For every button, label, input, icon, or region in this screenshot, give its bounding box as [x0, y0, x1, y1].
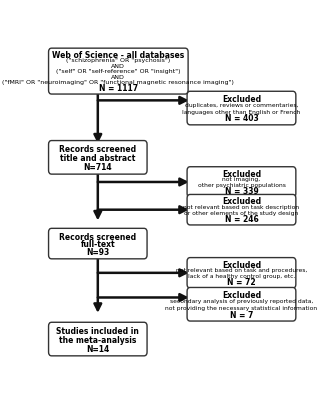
Text: AND: AND: [112, 75, 125, 80]
FancyBboxPatch shape: [187, 167, 296, 197]
FancyBboxPatch shape: [187, 288, 296, 321]
Text: N = 246: N = 246: [225, 215, 258, 224]
Text: N = 403: N = 403: [225, 114, 258, 123]
FancyBboxPatch shape: [49, 140, 147, 174]
Text: duplicates, reviews or commentaries,: duplicates, reviews or commentaries,: [185, 103, 298, 108]
Text: not relevant based on task and procedures,: not relevant based on task and procedure…: [176, 268, 307, 273]
Text: N=93: N=93: [86, 248, 110, 257]
Text: not imaging,: not imaging,: [222, 178, 260, 182]
Text: secondary analysis of previously reported data,: secondary analysis of previously reporte…: [170, 300, 313, 304]
Text: N = 339: N = 339: [225, 187, 258, 196]
FancyBboxPatch shape: [187, 91, 296, 125]
Text: title and abstract: title and abstract: [60, 154, 135, 163]
Text: not relevant based on task description: not relevant based on task description: [183, 205, 300, 210]
Text: Excluded: Excluded: [222, 291, 261, 300]
Text: Excluded: Excluded: [222, 95, 261, 104]
Text: ("self" OR "self-reference" OR "insight"): ("self" OR "self-reference" OR "insight"…: [56, 70, 181, 74]
Text: or other elements of the study design: or other elements of the study design: [184, 211, 299, 216]
Text: Excluded: Excluded: [222, 170, 261, 179]
Text: Web of Science - all databases: Web of Science - all databases: [52, 51, 184, 60]
Text: not providing the necessary statistical information: not providing the necessary statistical …: [166, 306, 317, 311]
Text: N = 7: N = 7: [230, 310, 253, 320]
Text: Excluded: Excluded: [222, 198, 261, 206]
Text: ("schizophrenia" OR "psychosis"): ("schizophrenia" OR "psychosis"): [66, 58, 170, 64]
Text: AND: AND: [112, 64, 125, 69]
Text: Records screened: Records screened: [59, 146, 136, 154]
FancyBboxPatch shape: [49, 322, 147, 356]
Text: languages other than English or French: languages other than English or French: [182, 110, 301, 115]
Text: N=714: N=714: [83, 163, 112, 172]
Text: Studies included in: Studies included in: [56, 327, 139, 336]
Text: full-text: full-text: [80, 240, 115, 249]
Text: other psychiatric populations: other psychiatric populations: [198, 183, 285, 188]
FancyBboxPatch shape: [187, 194, 296, 225]
FancyBboxPatch shape: [49, 48, 188, 94]
Text: Excluded: Excluded: [222, 260, 261, 270]
FancyBboxPatch shape: [187, 258, 296, 288]
FancyBboxPatch shape: [49, 228, 147, 259]
Text: N = 72: N = 72: [227, 278, 256, 287]
Text: N=14: N=14: [86, 344, 110, 354]
Text: the meta-analysis: the meta-analysis: [59, 336, 136, 345]
Text: Records screened: Records screened: [59, 232, 136, 242]
Text: N = 1117: N = 1117: [99, 84, 138, 93]
Text: lack of a healthy control group, etc.: lack of a healthy control group, etc.: [188, 274, 295, 279]
Text: ("fMRI" OR "neuroimaging" OR "functional magnetic resonance imaging"): ("fMRI" OR "neuroimaging" OR "functional…: [2, 80, 234, 86]
